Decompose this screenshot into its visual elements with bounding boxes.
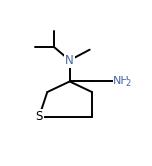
- Text: NH: NH: [113, 77, 130, 86]
- Text: S: S: [35, 110, 43, 123]
- Text: 2: 2: [126, 79, 131, 88]
- Text: N: N: [65, 54, 74, 67]
